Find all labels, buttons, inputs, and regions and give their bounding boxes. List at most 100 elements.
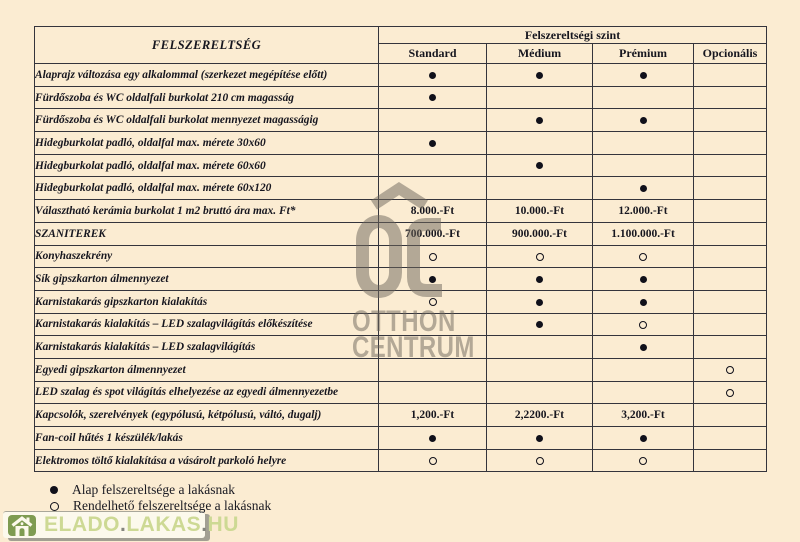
row-label: Választható kerámia burkolat 1 m2 bruttó… <box>34 199 379 223</box>
separator-dot: . <box>120 513 127 536</box>
price-cell: 2,2200.-Ft <box>486 403 593 427</box>
level-cell-empty <box>692 312 768 337</box>
level-cell-included <box>378 63 487 87</box>
level-cell-optional <box>378 289 487 314</box>
table-row: Karnistakarás kialakítás – LED szalagvil… <box>34 312 768 337</box>
level-cell-empty <box>486 131 593 155</box>
level-cell-empty <box>378 176 487 201</box>
table-body: Alaprajz változása egy alkalommal (szerk… <box>34 63 768 473</box>
open-circle-marker <box>535 456 544 465</box>
row-label: Fürdőszoba és WC oldalfali burkolat menn… <box>34 108 379 133</box>
table-row: Hidegburkolat padló, oldalfal max. méret… <box>34 153 768 178</box>
open-circle-marker <box>639 456 647 465</box>
filled-dot-marker <box>639 343 647 351</box>
open-circle-marker <box>639 252 647 261</box>
level-cell-optional <box>592 448 694 473</box>
level-cell-included <box>378 85 487 110</box>
level-cell-included <box>592 426 694 450</box>
elado-lakas-text: ELADO.LAKAS.HU <box>44 514 239 536</box>
level-cell-empty <box>692 131 768 155</box>
column-header-medium: Médium <box>486 43 593 64</box>
level-cell-included <box>592 267 694 291</box>
level-cell-empty <box>692 426 768 450</box>
row-label: Konyhaszekrény <box>34 244 379 269</box>
level-cell-empty <box>692 199 768 223</box>
level-cell-empty <box>692 63 768 87</box>
level-cell-empty <box>378 335 487 359</box>
table-row: Sík gipszkarton álmennyezet <box>34 267 768 291</box>
legend-item: Alap felszereltsége a lakásnak <box>50 482 271 498</box>
filled-dot-marker <box>429 71 436 79</box>
row-label: Fürdőszoba és WC oldalfali burkolat 210 … <box>34 85 379 110</box>
row-label: Karnistakarás gipszkarton kialakítás <box>34 289 379 314</box>
legend-item: Rendelhető felszereltsége a lakásnak <box>50 498 271 514</box>
separator-dot: . <box>201 513 208 536</box>
level-cell-empty <box>592 85 694 110</box>
price-cell: 3,200.-Ft <box>592 403 694 427</box>
open-circle-marker <box>50 501 59 511</box>
level-cell-included <box>486 289 593 314</box>
level-cell-optional <box>692 380 768 405</box>
table-row: Fürdőszoba és WC oldalfali burkolat 210 … <box>34 85 768 110</box>
column-header-opcionalis: Opcionális <box>692 43 768 64</box>
open-circle-marker <box>639 320 647 329</box>
level-cell-included <box>486 312 593 337</box>
level-cell-included <box>378 131 487 155</box>
level-cell-optional <box>378 448 487 473</box>
table-row: LED szalag és spot világítás elhelyezése… <box>34 380 768 405</box>
level-cell-empty <box>692 108 768 133</box>
level-cell-empty <box>592 153 694 178</box>
row-label: LED szalag és spot világítás elhelyezése… <box>34 380 379 405</box>
open-circle-marker <box>726 388 735 397</box>
open-circle-marker <box>428 456 437 465</box>
row-label: Sík gipszkarton álmennyezet <box>34 267 379 291</box>
open-circle-marker <box>535 252 544 261</box>
level-cell-included <box>592 335 694 359</box>
level-cell-empty <box>692 289 768 314</box>
price-cell: 900.000.-Ft <box>486 221 593 246</box>
elado-lakas-watermark <box>3 511 205 538</box>
price-cell: 10.000.-Ft <box>486 199 593 223</box>
filled-dot-marker <box>639 275 647 283</box>
level-cell-optional <box>692 357 768 382</box>
filled-dot-marker <box>536 71 543 79</box>
level-header-row: Standard Médium Prémium Opcionális <box>35 43 768 64</box>
filled-dot-marker <box>429 94 436 102</box>
filled-dot-marker <box>536 321 543 329</box>
level-cell-empty <box>486 357 593 382</box>
table-row: Fan-coil hűtés 1 készülék/lakás <box>34 426 768 450</box>
open-circle-marker <box>428 298 437 307</box>
price-cell: 1,200.-Ft <box>378 403 487 427</box>
level-cell-empty <box>692 244 768 269</box>
level-cell-optional <box>486 244 593 269</box>
brand-segment: LAKAS <box>126 513 202 536</box>
filled-dot-marker <box>536 117 543 125</box>
table-header-felszereltseg: FELSZERELTSÉG <box>34 26 379 64</box>
row-label: Karnistakarás kialakítás – LED szalagvil… <box>34 335 379 359</box>
column-header-premium: Prémium <box>592 43 694 64</box>
house-icon <box>8 515 36 541</box>
table-row: SZANITEREK 700.000.-Ft 900.000.-Ft 1.100.00… <box>34 221 768 246</box>
row-label: Elektromos töltő kialakítása a vásárolt … <box>34 448 379 473</box>
filled-dot-marker <box>429 275 436 283</box>
level-cell-empty <box>692 403 768 427</box>
level-cell-empty <box>378 108 487 133</box>
filled-dot-marker <box>429 434 436 442</box>
price-cell: 1.100.000.-Ft <box>592 221 694 246</box>
level-cell-included <box>486 267 593 291</box>
level-cell-empty <box>692 176 768 201</box>
row-label: Hidegburkolat padló, oldalfal max. méret… <box>34 153 379 178</box>
level-cell-included <box>592 108 694 133</box>
row-label: Fan-coil hűtés 1 készülék/lakás <box>34 426 379 450</box>
filled-dot-marker <box>536 275 543 283</box>
filled-dot-marker <box>639 117 647 125</box>
row-label: Alaprajz változása egy alkalommal (szerk… <box>34 63 379 87</box>
filled-dot-marker <box>429 139 436 147</box>
level-cell-included <box>486 426 593 450</box>
filled-dot-marker <box>639 434 647 442</box>
table-row: Alaprajz változása egy alkalommal (szerk… <box>34 63 768 87</box>
table-row: Választható kerámia burkolat 1 m2 bruttó… <box>34 199 768 223</box>
group-header-row: FELSZERELTSÉG Felszereltségi szint <box>34 26 768 64</box>
level-cell-included <box>592 289 694 314</box>
table-row: Elektromos töltő kialakítása a vásárolt … <box>34 448 768 473</box>
